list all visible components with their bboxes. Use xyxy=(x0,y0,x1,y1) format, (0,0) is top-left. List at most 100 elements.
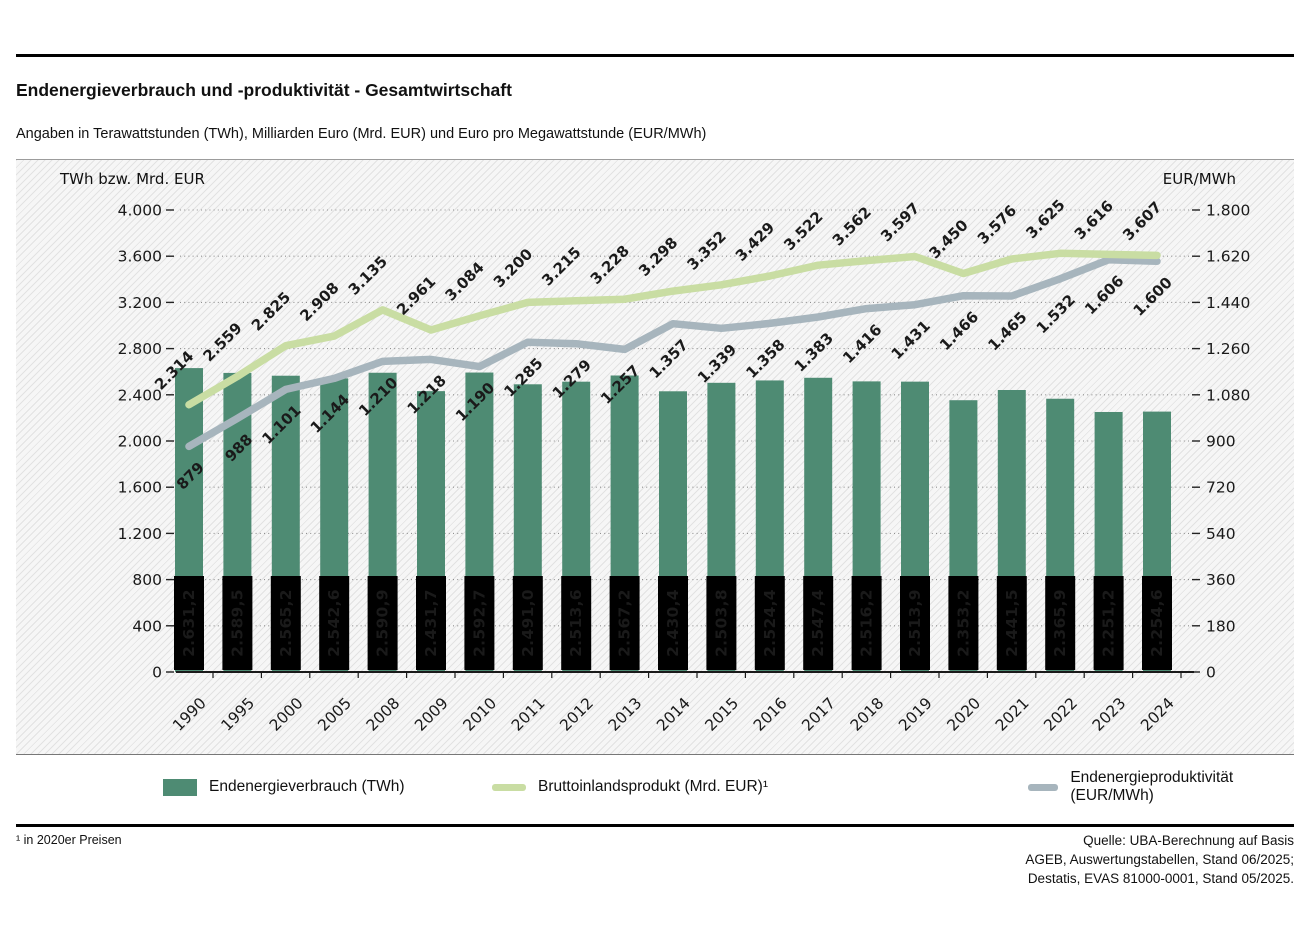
productivity-point-label: 1.431 xyxy=(888,317,934,363)
bar-value-label: 2.590,9 xyxy=(374,589,392,657)
source-line: AGEB, Auswertungstabellen, Stand 06/2025… xyxy=(1025,852,1294,867)
bar-value-label: 2.441,5 xyxy=(1003,589,1021,657)
bar-value-label: 2.431,7 xyxy=(422,589,440,657)
productivity-point-label: 1.466 xyxy=(936,308,982,354)
bar-value-box xyxy=(851,576,882,670)
right-tick-label: 180 xyxy=(1206,617,1236,635)
legend-label: Bruttoinlandsprodukt (Mrd. EUR)¹ xyxy=(538,778,768,795)
bar-value-box xyxy=(996,576,1027,670)
x-axis-year-label: 2011 xyxy=(508,694,549,735)
gdp-point-label: 3.215 xyxy=(538,243,584,289)
gdp-point-label: 3.597 xyxy=(877,199,923,245)
right-tick-label: 1.620 xyxy=(1206,248,1250,266)
productivity-line xyxy=(185,256,1161,451)
bar-value-label: 2.565,2 xyxy=(277,589,295,657)
x-axis-year-label: 2016 xyxy=(750,694,791,735)
gdp-point-label: 3.616 xyxy=(1071,197,1117,243)
gdp-point-label: 3.200 xyxy=(490,245,536,291)
x-axis-year-label: 2009 xyxy=(411,694,452,735)
x-axis-year-label: 2000 xyxy=(266,694,307,735)
x-axis-year-label: 2014 xyxy=(653,694,694,735)
x-axis-year-label: 2023 xyxy=(1089,694,1130,735)
bar-value-label: 2.631,2 xyxy=(180,589,198,657)
x-axis-year-label: 2022 xyxy=(1040,694,1081,735)
productivity-point-label: 1.358 xyxy=(742,336,788,382)
productivity-point-label: 1.383 xyxy=(791,329,837,375)
source-line: Quelle: UBA-Berechnung auf Basis xyxy=(1083,833,1294,848)
bar-value-box xyxy=(706,576,737,670)
productivity-point-label: 1.606 xyxy=(1081,272,1127,318)
legend-label: Endenergieverbrauch (TWh) xyxy=(209,778,405,795)
gdp-point-label: 3.228 xyxy=(587,242,633,288)
x-axis-year-label: 2008 xyxy=(363,694,404,735)
bar-value-label: 2.547,4 xyxy=(809,589,827,657)
bar-value-box xyxy=(1045,576,1076,670)
legend-item-productivity: Endenergieproduktivität (EUR/MWh) xyxy=(1028,769,1294,804)
bar-value-box xyxy=(609,576,640,670)
left-tick-label: 4.000 xyxy=(118,202,162,220)
bar-value-label: 2.513,6 xyxy=(567,589,585,657)
bar-value-label: 2.365,9 xyxy=(1051,589,1069,657)
gdp-point-label: 3.576 xyxy=(974,202,1020,248)
bar-value-label: 2.567,2 xyxy=(616,589,634,657)
bar-value-box xyxy=(174,576,204,670)
gdp-point-label: 3.084 xyxy=(442,258,488,304)
x-axis-year-label: 2018 xyxy=(847,694,888,735)
left-tick-label: 1.200 xyxy=(118,525,162,543)
bar-value-label: 2.513,9 xyxy=(906,589,924,657)
gdp-line-swatch xyxy=(492,783,526,791)
x-axis-year-label: 2021 xyxy=(992,694,1033,735)
bar-value-box xyxy=(658,576,688,670)
bar-value-label: 2.542,6 xyxy=(325,589,343,657)
page-subtitle: Angaben in Terawattstunden (TWh), Millia… xyxy=(16,126,707,142)
source-line: Destatis, EVAS 81000-0001, Stand 05/2025… xyxy=(1027,871,1294,886)
right-tick-label: 360 xyxy=(1206,571,1236,589)
bar-value-label: 2.516,2 xyxy=(858,589,876,657)
left-tick-label: 3.200 xyxy=(118,294,162,312)
bar-value-box xyxy=(803,576,834,670)
gdp-point-label: 3.298 xyxy=(635,234,681,280)
chart-panel: TWh bzw. Mrd. EUR EUR/MWh 0 0 400 180 800 360… xyxy=(16,159,1294,755)
productivity-point-label: 1.416 xyxy=(839,321,885,367)
bar-series-swatch xyxy=(163,778,197,796)
bar-value-box xyxy=(1093,576,1124,670)
gdp-point-label: 3.135 xyxy=(345,252,391,298)
left-tick-label: 400 xyxy=(132,617,162,635)
page-title: Endenergieverbrauch und -produktivität -… xyxy=(16,80,512,100)
footnote: ¹ in 2020er Preisen xyxy=(16,833,122,847)
bar-value-label: 2.503,8 xyxy=(712,589,730,657)
gdp-point-label: 3.625 xyxy=(1022,196,1068,242)
x-axis-year-label: 2019 xyxy=(895,694,936,735)
right-tick-label: 0 xyxy=(1206,664,1216,682)
bar-value-box xyxy=(754,576,785,670)
bar-value-label: 2.592,7 xyxy=(470,589,488,657)
bar-value-label: 2.524,4 xyxy=(761,589,779,657)
right-tick-label: 540 xyxy=(1206,525,1236,543)
x-axis-year-label: 2017 xyxy=(798,694,839,735)
left-axis-unit-label: TWh bzw. Mrd. EUR xyxy=(60,170,205,188)
gdp-point-label: 3.429 xyxy=(732,218,778,264)
x-axis-year-label: 2010 xyxy=(460,694,501,735)
x-axis-year-label: 2005 xyxy=(314,694,355,735)
left-tick-label: 3.600 xyxy=(118,248,162,266)
right-tick-label: 1.800 xyxy=(1206,202,1250,220)
bar-value-box xyxy=(464,576,495,670)
right-tick-label: 1.440 xyxy=(1206,294,1250,312)
gdp-line xyxy=(185,249,1161,409)
bar-value-box xyxy=(319,576,350,670)
x-axis-year-label: 1995 xyxy=(218,694,259,735)
bar-value-label: 2.353,2 xyxy=(954,589,972,657)
productivity-point-label: 1.357 xyxy=(646,336,692,382)
gdp-point-label: 2.908 xyxy=(296,279,342,325)
bar-value-box xyxy=(900,576,930,670)
legend-item-consumption: Endenergieverbrauch (TWh) xyxy=(163,770,405,804)
bar-value-box xyxy=(416,576,446,670)
bar-value-label: 2.491,0 xyxy=(519,589,537,657)
bar-value-box xyxy=(512,576,543,670)
productivity-point-label: 1.465 xyxy=(984,308,1030,354)
legend-item-gdp: Bruttoinlandsprodukt (Mrd. EUR)¹ xyxy=(492,770,768,804)
x-axis-year-label: 1990 xyxy=(169,694,210,735)
left-tick-label: 2.000 xyxy=(118,433,162,451)
productivity-point-label: 1.339 xyxy=(694,340,740,386)
